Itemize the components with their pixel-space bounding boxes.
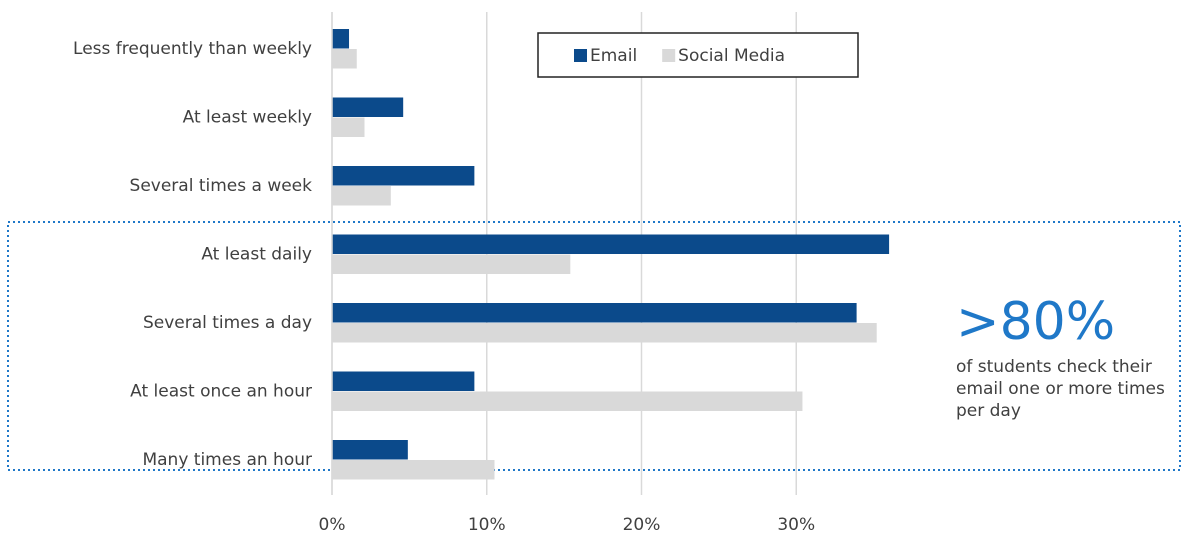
bar [332,303,857,323]
bar [332,391,803,411]
y-tick-label: Several times a day [143,313,312,333]
bar [332,254,571,274]
highlight-box [7,221,1181,471]
y-tick-label: Less frequently than weekly [73,39,312,59]
bar [332,234,890,254]
x-tick-label: 10% [468,515,506,534]
x-tick-label: 30% [777,515,815,534]
bar [332,323,877,343]
legend-box [537,32,859,78]
bar [332,440,408,460]
y-tick-label: Several times a week [130,176,313,196]
bar [332,117,365,137]
legend-label: Email [590,46,637,66]
bar [332,97,404,117]
y-tick-label: At least once an hour [130,382,312,402]
x-tick-label: 0% [319,515,346,534]
y-tick-label: At least daily [201,245,312,265]
bar [332,371,475,391]
annotation: >80% of students check their email one o… [956,292,1176,422]
legend-label: Social Media [678,46,785,66]
bar [332,186,391,206]
annotation-text: of students check their email one or mor… [956,357,1165,421]
bar [332,49,357,69]
bar [332,29,350,49]
y-tick-label: Many times an hour [142,450,312,470]
legend-swatch [574,49,587,62]
x-tick-label: 20% [623,515,661,534]
bar [332,166,475,186]
y-tick-label: At least weekly [183,108,312,128]
legend-swatch [662,49,676,62]
bar [332,460,495,480]
annotation-headline: >80% [956,292,1116,352]
